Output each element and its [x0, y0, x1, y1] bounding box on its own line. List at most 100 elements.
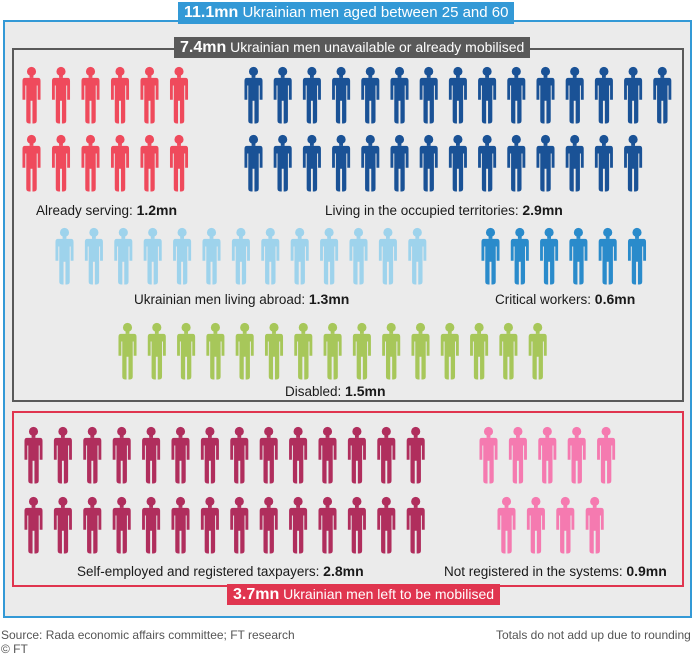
total-text: Ukrainian men aged between 25 and 60	[242, 4, 509, 21]
unavailable-value: 7.4mn	[180, 39, 227, 56]
figure-already-serving	[51, 66, 71, 124]
figure-self-employed	[406, 426, 425, 484]
source-note: Source: Rada economic affairs committee;…	[1, 628, 295, 642]
figure-disabled	[323, 322, 342, 380]
figure-self-employed	[289, 426, 308, 484]
figure-self-employed	[200, 426, 219, 484]
figure-not-registered	[538, 426, 557, 484]
figure-occupied	[244, 134, 263, 192]
figure-abroad	[84, 227, 103, 285]
figure-occupied	[507, 66, 526, 124]
figure-occupied	[507, 134, 526, 192]
figure-not-registered	[567, 426, 586, 484]
figure-self-employed	[171, 426, 190, 484]
figure-not-registered	[508, 426, 527, 484]
figure-self-employed	[230, 426, 249, 484]
figure-abroad	[202, 227, 221, 285]
figure-disabled	[499, 322, 518, 380]
figure-critical-worker	[540, 227, 559, 285]
figure-self-employed	[318, 426, 337, 484]
caption-abroad: Ukrainian men living abroad: 1.3mn	[134, 291, 350, 307]
figure-occupied	[448, 134, 467, 192]
figure-self-employed	[347, 496, 366, 554]
unavailable-banner: 7.4mn Ukrainian men unavailable or alrea…	[174, 37, 531, 58]
figure-self-employed	[142, 496, 161, 554]
figure-self-employed	[377, 496, 396, 554]
figure-self-employed	[24, 426, 43, 484]
remaining-value: 3.7mn	[233, 586, 280, 603]
figure-occupied	[419, 134, 438, 192]
figure-self-employed	[230, 496, 249, 554]
figure-abroad	[408, 227, 427, 285]
figure-not-registered	[497, 496, 516, 554]
figure-disabled	[118, 322, 137, 380]
rounding-note: Totals do not add up due to rounding	[496, 628, 691, 642]
figure-occupied	[565, 66, 584, 124]
figure-self-employed	[347, 426, 366, 484]
figure-abroad	[143, 227, 162, 285]
figure-disabled	[206, 322, 225, 380]
figure-disabled	[147, 322, 166, 380]
figure-not-registered	[585, 496, 604, 554]
figure-not-registered	[526, 496, 545, 554]
figure-disabled	[382, 322, 401, 380]
figure-occupied	[594, 134, 613, 192]
figure-critical-worker	[569, 227, 588, 285]
figure-disabled	[177, 322, 196, 380]
figure-already-serving	[110, 134, 130, 192]
figure-already-serving	[110, 66, 130, 124]
figure-self-employed	[24, 496, 43, 554]
figure-critical-worker	[481, 227, 500, 285]
figure-self-employed	[112, 426, 131, 484]
remaining-banner: 3.7mn Ukrainian men left to be mobilised	[227, 584, 501, 605]
figure-abroad	[261, 227, 280, 285]
figure-self-employed	[53, 496, 72, 554]
total-value: 11.1mn	[184, 4, 239, 21]
figure-already-serving	[169, 134, 189, 192]
figure-occupied	[536, 134, 555, 192]
figure-abroad	[290, 227, 309, 285]
figure-disabled	[294, 322, 313, 380]
figure-occupied	[302, 134, 321, 192]
figure-abroad	[173, 227, 192, 285]
figure-already-serving	[81, 134, 100, 192]
figure-occupied	[390, 66, 409, 124]
figure-already-serving	[22, 66, 41, 124]
figure-occupied	[361, 66, 380, 124]
figure-abroad	[55, 227, 74, 285]
figure-occupied	[594, 66, 613, 124]
caption-not-registered: Not registered in the systems: 0.9mn	[444, 563, 667, 579]
figure-occupied	[536, 66, 555, 124]
figure-self-employed	[142, 426, 161, 484]
remaining-text: Ukrainian men left to be mobilised	[283, 586, 495, 602]
figure-occupied	[244, 66, 263, 124]
figure-abroad	[320, 227, 339, 285]
figure-occupied	[624, 134, 643, 192]
figure-self-employed	[259, 496, 278, 554]
figure-not-registered	[479, 426, 498, 484]
figure-occupied	[448, 66, 467, 124]
figure-occupied	[273, 66, 292, 124]
figure-occupied	[419, 66, 438, 124]
figure-self-employed	[171, 496, 190, 554]
unavailable-text: Ukrainian men unavailable or already mob…	[230, 39, 525, 55]
figure-disabled	[264, 322, 284, 380]
figure-self-employed	[83, 426, 102, 484]
figure-not-registered	[597, 426, 616, 484]
figure-self-employed	[318, 496, 337, 554]
figure-self-employed	[83, 496, 102, 554]
chart-title: 11.1mn Ukrainian men aged between 25 and…	[178, 2, 515, 24]
figure-self-employed	[406, 496, 425, 554]
figure-occupied	[478, 134, 497, 192]
figure-disabled	[528, 322, 547, 380]
figure-occupied	[653, 66, 672, 124]
figure-self-employed	[289, 496, 308, 554]
figure-abroad	[231, 227, 250, 285]
figure-occupied	[273, 134, 292, 192]
ft-credit: © FT	[1, 642, 28, 656]
figure-not-registered	[556, 496, 575, 554]
figure-occupied	[624, 66, 643, 124]
figure-already-serving	[169, 66, 189, 124]
figure-disabled	[411, 322, 430, 380]
figure-occupied	[390, 134, 409, 192]
